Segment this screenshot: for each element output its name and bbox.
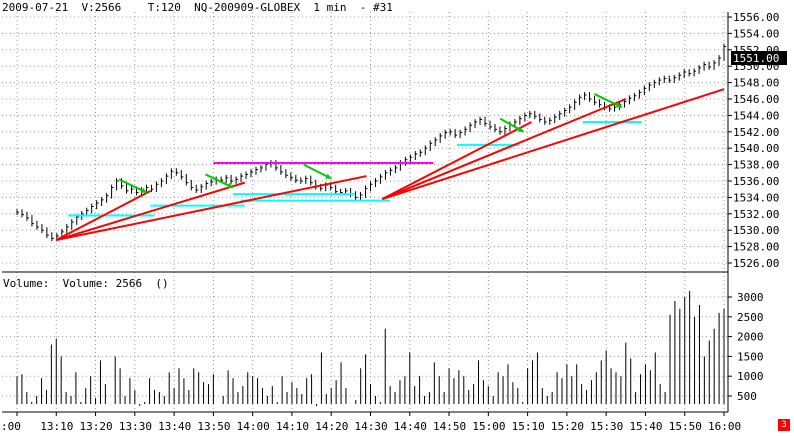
price-tick-label: 1554.00: [733, 27, 779, 40]
chart-header: 2009-07-21 V:2566 T:120 NQ-200909-GLOBEX…: [2, 1, 393, 14]
trendline: [55, 181, 246, 241]
time-tick-label: 13:40: [158, 420, 191, 433]
header-symbol: NQ-200909-GLOBEX: [194, 1, 301, 14]
time-tick-label: :00: [1, 420, 21, 433]
trendline: [56, 175, 367, 242]
time-tick-label: 15:50: [669, 420, 702, 433]
time-tick-label: 13:10: [40, 420, 73, 433]
trendline: [381, 88, 725, 200]
price-tick-label: 1528.00: [733, 241, 779, 254]
trendline: [381, 121, 532, 200]
last-price-box: [731, 51, 787, 65]
price-tick-label: 1538.00: [733, 159, 779, 172]
time-tick-label: 13:50: [197, 420, 230, 433]
volume-params: (): [155, 277, 169, 290]
volume-tick-label: 500: [737, 390, 757, 403]
price-tick-label: 1530.00: [733, 224, 779, 237]
header-ticks: T:120: [147, 1, 181, 14]
price-tick-label: 1546.00: [733, 93, 779, 106]
volume-tick-label: 2000: [737, 331, 764, 344]
time-tick-label: 14:50: [433, 420, 466, 433]
trendline: [381, 98, 627, 200]
price-tick-label: 1548.00: [733, 77, 779, 90]
arrow-head-icon: [517, 126, 524, 132]
volume-bars: [16, 291, 725, 406]
price-tick-label: 1532.00: [733, 208, 779, 221]
price-tick-label: 1534.00: [733, 191, 779, 204]
time-tick-label: 15:30: [590, 420, 623, 433]
price-bars: [16, 43, 726, 242]
arrow-head-icon: [140, 187, 147, 193]
volume-tick-label: 2500: [737, 311, 764, 324]
annotations: [55, 88, 725, 242]
volume-tick-label: 1000: [737, 370, 764, 383]
time-tick-label: 13:20: [80, 420, 113, 433]
time-tick-label: 14:30: [355, 420, 388, 433]
price-tick-label: 1544.00: [733, 109, 779, 122]
time-tick-label: 15:00: [472, 420, 505, 433]
header-bar-number: - #31: [359, 1, 393, 14]
price-tick-label: 1540.00: [733, 142, 779, 155]
header-volume: V:2566: [81, 1, 122, 14]
volume-tick-label: 1500: [737, 350, 764, 363]
header-date: 2009-07-21: [2, 1, 69, 14]
price-tick-label: 1556.00: [733, 11, 779, 24]
time-tick-label: 14:00: [237, 420, 270, 433]
time-tick-label: 14:40: [394, 420, 427, 433]
time-tick-label: 13:30: [119, 420, 152, 433]
arrow-head-icon: [325, 173, 332, 179]
volume-tick-label: 3000: [737, 291, 764, 304]
time-tick-label: 15:10: [512, 420, 545, 433]
time-tick-label: 15:40: [629, 420, 662, 433]
chart-grid: [2, 12, 728, 412]
volume-series-label: Volume: 2566: [62, 277, 143, 290]
last-price-label: 1551.00: [733, 52, 779, 65]
arrow-head-icon: [227, 182, 234, 188]
price-tick-label: 1542.00: [733, 126, 779, 139]
time-tick-label: 14:20: [315, 420, 348, 433]
arrow-head-icon: [615, 102, 622, 108]
time-tick-label: 15:20: [551, 420, 584, 433]
corner-badge[interactable]: 3: [778, 419, 790, 431]
price-tick-label: 1526.00: [733, 257, 779, 270]
volume-panel-label: Volume:: [3, 277, 50, 290]
time-tick-label: 16:00: [708, 420, 741, 433]
volume-panel-header: Volume: Volume: 2566 (): [3, 277, 169, 290]
price-tick-label: 1536.00: [733, 175, 779, 188]
axes: 1556.001554.001552.001550.001548.001546.…: [1, 11, 787, 433]
header-interval: 1 min: [313, 1, 347, 14]
time-tick-label: 14:10: [276, 420, 309, 433]
trendline: [55, 189, 152, 241]
